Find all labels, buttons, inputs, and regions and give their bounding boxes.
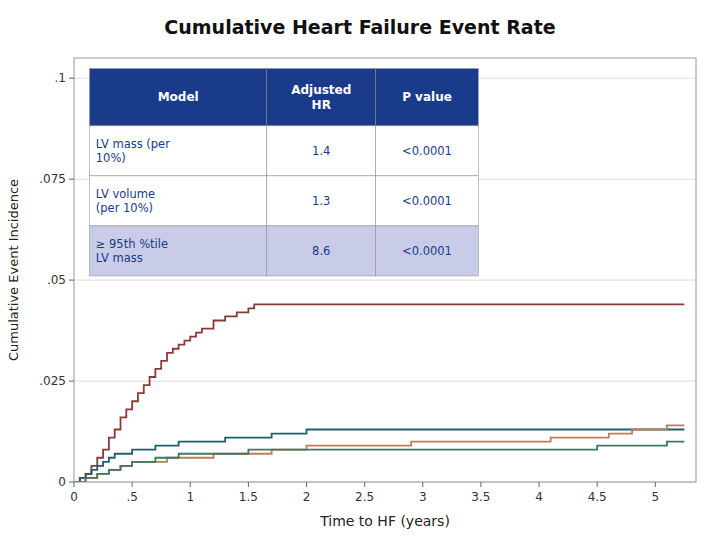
x-tick-label: 2.5 xyxy=(355,490,374,504)
x-tick xyxy=(655,482,656,487)
x-tick-label: 1.5 xyxy=(239,490,258,504)
y-tick xyxy=(69,482,74,483)
x-tick xyxy=(597,482,598,487)
step-line xyxy=(74,304,684,482)
table-header-cell xyxy=(376,69,479,126)
y-tick-label: 0 xyxy=(58,475,66,489)
table-cell-text-line: LV volume xyxy=(96,187,155,201)
x-tick xyxy=(364,482,365,487)
x-tick-label: 3.5 xyxy=(471,490,490,504)
x-tick-label: .5 xyxy=(126,490,137,504)
grid-line xyxy=(74,381,696,382)
table-cell-text: 1.4 xyxy=(312,144,330,158)
table-cell-text: 1.3 xyxy=(312,194,330,208)
table-cell xyxy=(376,126,479,176)
table-cell-text: 8.6 xyxy=(312,244,330,258)
table-cell xyxy=(267,126,376,176)
table-header-cell xyxy=(90,69,267,126)
y-axis-label: Cumulative Event Incidence xyxy=(6,179,21,361)
table-header-text-line: HR xyxy=(312,98,331,112)
table-cell-text-line: 10%) xyxy=(96,151,126,165)
plot-frame xyxy=(74,58,696,482)
table-cell-text-line: LV mass xyxy=(96,251,143,265)
table-cell-text-line: <0.0001 xyxy=(402,194,452,208)
x-tick-label: 1 xyxy=(186,490,194,504)
table-cell-text: <0.0001 xyxy=(402,144,452,158)
x-tick xyxy=(248,482,249,487)
table-cell-text: <0.0001 xyxy=(402,244,452,258)
chart: 0 .5 1 1.5 2 2.5 3 3.5 4 4.5 5 0 .025 .05 .075 .1 Cumula… xyxy=(0,0,720,540)
x-tick-label: 4 xyxy=(535,490,543,504)
table-cell xyxy=(267,176,376,226)
x-tick-label: 0 xyxy=(70,490,78,504)
background xyxy=(0,0,720,540)
table-cell-text: <0.0001 xyxy=(402,194,452,208)
table-cell-text: LV mass (per10%) xyxy=(96,137,170,165)
grid-line xyxy=(74,280,696,281)
x-tick xyxy=(480,482,481,487)
table-cell-text-line: <0.0001 xyxy=(402,244,452,258)
table-cell-text-line: LV mass (per xyxy=(96,137,170,151)
axes: 0 .5 1 1.5 2 2.5 3 3.5 4 4.5 5 0 .025 .05 .075 .1 xyxy=(39,71,659,504)
table-header-text-line: Adjusted xyxy=(291,83,351,97)
table-cell-text-line: ≥ 95th %tile xyxy=(96,237,168,251)
y-tick-label: .075 xyxy=(39,172,66,186)
table-header-text: Model xyxy=(158,90,199,104)
y-tick-label: .025 xyxy=(39,374,66,388)
table-cell-text-line: 1.3 xyxy=(312,194,330,208)
table-cell xyxy=(267,226,376,276)
y-tick xyxy=(69,381,74,382)
x-tick xyxy=(422,482,423,487)
x-tick-label: 3 xyxy=(419,490,427,504)
grid xyxy=(74,78,696,482)
table-header-text-line: P value xyxy=(402,90,452,104)
table-cell xyxy=(90,126,267,176)
table-cell-text-line: 1.4 xyxy=(312,144,330,158)
table-cell-text: ≥ 95th %tileLV mass xyxy=(96,237,168,265)
table-cell xyxy=(90,176,267,226)
table-cell xyxy=(376,226,479,276)
curves xyxy=(74,304,684,482)
x-tick-label: 2 xyxy=(303,490,311,504)
step-line xyxy=(74,425,684,482)
table-cell-text-line: (per 10%) xyxy=(96,201,153,215)
y-tick-label: .05 xyxy=(47,273,66,287)
table-cell-text: LV volume(per 10%) xyxy=(96,187,155,215)
y-tick xyxy=(69,78,74,79)
y-tick-label: .1 xyxy=(55,71,66,85)
table-cell xyxy=(90,226,267,276)
table-cell xyxy=(376,176,479,226)
x-tick xyxy=(190,482,191,487)
x-tick xyxy=(132,482,133,487)
x-tick xyxy=(74,482,75,487)
table-header-cell xyxy=(267,69,376,126)
y-tick xyxy=(69,280,74,281)
x-tick xyxy=(539,482,540,487)
table-header-text: P value xyxy=(402,90,452,104)
x-tick-label: 5 xyxy=(651,490,659,504)
table-header-text: AdjustedHR xyxy=(291,83,351,111)
y-tick xyxy=(69,179,74,180)
inset-table: Model AdjustedHR P value LV mass (per10%) 1.… xyxy=(90,69,479,276)
table-cell-text-line: 8.6 xyxy=(312,244,330,258)
step-line xyxy=(74,442,684,482)
x-axis-label: Time to HF (years) xyxy=(319,513,450,529)
x-tick xyxy=(306,482,307,487)
table-cell-text-line: <0.0001 xyxy=(402,144,452,158)
table-header-text-line: Model xyxy=(158,90,199,104)
title: Cumulative Heart Failure Event Rate xyxy=(164,16,555,38)
x-tick-label: 4.5 xyxy=(588,490,607,504)
